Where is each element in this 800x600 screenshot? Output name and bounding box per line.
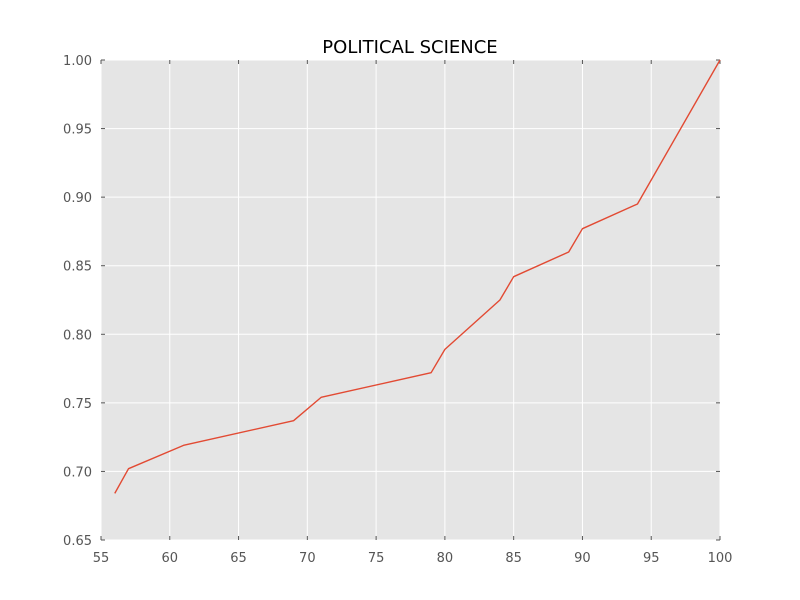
x-tick-label: 55 [93,551,110,566]
x-tick-label: 60 [162,551,179,566]
chart-title: POLITICAL SCIENCE [322,37,497,58]
y-tick-label: 0.90 [63,191,92,206]
x-tick-label: 70 [299,551,316,566]
y-tick-label: 0.65 [63,534,92,549]
x-tick-label: 100 [708,551,733,566]
y-tick-label: 0.95 [63,123,92,138]
y-tick-label: 0.80 [63,328,92,343]
grid-lines [100,59,721,541]
y-tick-label: 1.00 [63,54,92,69]
x-tick-label: 90 [574,551,591,566]
y-tick-label: 0.70 [63,465,92,480]
y-tick-label: 0.85 [63,260,92,275]
x-tick-label: 85 [505,551,522,566]
x-tick-label: 75 [368,551,385,566]
plot-background [101,60,720,540]
axis-ticks: 55 60 65 70 75 80 85 90 95 100 0.65 0.70 0.75 0.80 0.8… [63,54,732,566]
x-tick-label: 95 [643,551,660,566]
y-tick-label: 0.75 [63,397,92,412]
x-tick-label: 65 [230,551,247,566]
series-layer [114,59,721,494]
x-tick-label: 80 [437,551,454,566]
